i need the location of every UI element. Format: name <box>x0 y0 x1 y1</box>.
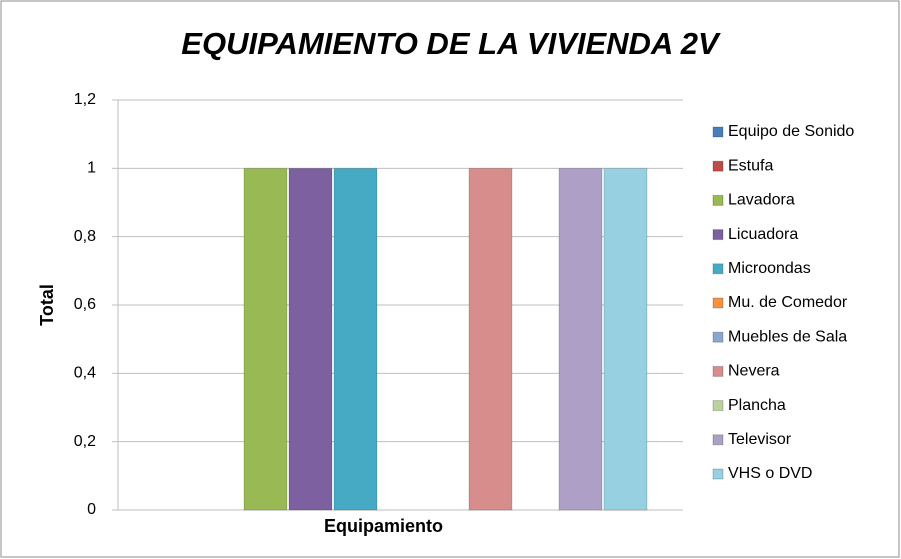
y-axis-title: Total <box>37 284 57 326</box>
legend-swatch <box>712 297 724 309</box>
chart-title: EQUIPAMIENTO DE LA VIVIENDA 2V <box>181 26 721 61</box>
bar <box>288 167 333 511</box>
legend-label: Microondas <box>728 260 811 277</box>
y-tick-label: 0,4 <box>74 365 96 382</box>
legend-label: Nevera <box>728 363 780 380</box>
legend-label: Plancha <box>728 397 786 414</box>
bar <box>558 167 603 511</box>
y-tick-label: 0,2 <box>74 433 96 450</box>
legend-label: Equipo de Sonido <box>728 123 854 140</box>
bar <box>243 167 288 511</box>
legend-swatch <box>712 229 724 241</box>
legend-swatch <box>712 263 724 275</box>
y-tick-label: 0,8 <box>74 228 96 245</box>
legend-swatch <box>712 365 724 377</box>
y-tick-label: 0 <box>87 501 96 518</box>
bar <box>468 167 513 511</box>
legend-swatch <box>712 400 724 412</box>
x-tick-label: Equipamiento <box>324 516 443 536</box>
legend-label: Lavadora <box>728 192 795 209</box>
y-tick-label: 0,6 <box>74 296 96 313</box>
legend-label: Muebles de Sala <box>728 328 847 345</box>
legend-swatch <box>712 194 724 206</box>
legend-label: Mu. de Comedor <box>728 294 848 311</box>
legend-swatch <box>712 434 724 446</box>
legend-label: Estufa <box>728 157 773 174</box>
bar <box>333 167 378 511</box>
bar <box>603 167 648 511</box>
legend-swatch <box>712 331 724 343</box>
legend-label: VHS o DVD <box>728 465 812 482</box>
y-tick-label: 1,2 <box>74 91 96 108</box>
legend-label: Licuadora <box>728 226 798 243</box>
legend-label: Televisor <box>728 431 792 448</box>
legend-swatch <box>712 126 724 138</box>
legend-swatch <box>712 468 724 480</box>
legend-swatch <box>712 160 724 172</box>
y-tick-label: 1 <box>87 160 96 177</box>
